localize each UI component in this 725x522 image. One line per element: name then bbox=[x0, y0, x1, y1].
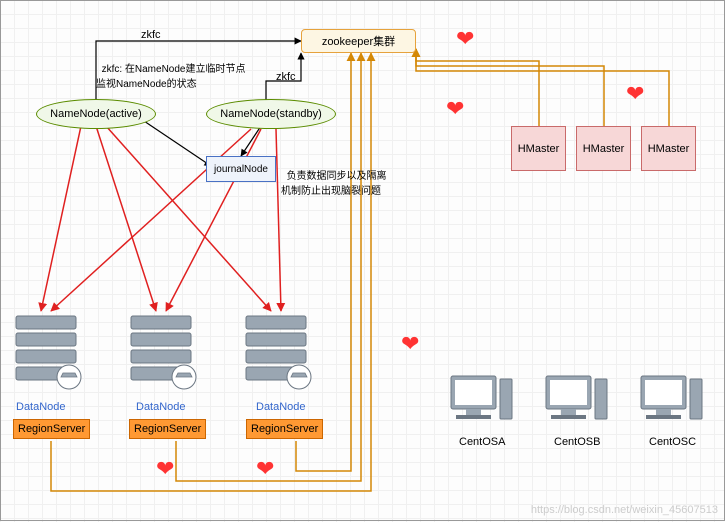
namenode-standby: NameNode(standby) bbox=[206, 99, 336, 129]
server-icon bbox=[126, 311, 206, 396]
centos-b-label: CentOSB bbox=[554, 436, 600, 448]
heart-icon: ❤ bbox=[256, 456, 274, 482]
watermark-text: https://blog.csdn.net/weixin_45607513 bbox=[531, 504, 718, 516]
hmaster-2: HMaster bbox=[576, 126, 631, 171]
regionserver-3: RegionServer bbox=[246, 419, 323, 439]
datanode-label: DataNode bbox=[256, 401, 306, 413]
server-icon bbox=[11, 311, 91, 396]
journal-node: journalNode bbox=[206, 156, 276, 182]
centos-c-label: CentOSC bbox=[649, 436, 696, 448]
zkfc-label-1: zkfc bbox=[141, 29, 161, 41]
namenode-active: NameNode(active) bbox=[36, 99, 156, 129]
pc-icon bbox=[541, 371, 611, 436]
server-icon bbox=[241, 311, 321, 396]
datanode-label: DataNode bbox=[16, 401, 66, 413]
hmaster-1: HMaster bbox=[511, 126, 566, 171]
regionserver-2: RegionServer bbox=[129, 419, 206, 439]
centos-a-label: CentOSA bbox=[459, 436, 505, 448]
heart-icon: ❤ bbox=[446, 96, 464, 122]
pc-icon bbox=[636, 371, 706, 436]
journal-label: journalNode bbox=[214, 164, 268, 175]
zkfc-desc: zkfc: 在NameNode建立临时节点 监视NameNode的状态 bbox=[96, 49, 245, 90]
heart-icon: ❤ bbox=[401, 331, 419, 357]
heart-icon: ❤ bbox=[156, 456, 174, 482]
namenode-standby-label: NameNode(standby) bbox=[220, 108, 322, 120]
pc-icon bbox=[446, 371, 516, 436]
zkfc-label-2: zkfc bbox=[276, 71, 296, 83]
journal-desc: 负责数据同步以及隔离 机制防止出现脑裂问题 bbox=[281, 156, 387, 197]
zookeeper-label: zookeeper集群 bbox=[322, 33, 395, 49]
hmaster-3: HMaster bbox=[641, 126, 696, 171]
heart-icon: ❤ bbox=[456, 26, 474, 52]
datanode-label: DataNode bbox=[136, 401, 186, 413]
zookeeper-cluster: zookeeper集群 bbox=[301, 29, 416, 53]
namenode-active-label: NameNode(active) bbox=[50, 108, 142, 120]
regionserver-1: RegionServer bbox=[13, 419, 90, 439]
heart-icon: ❤ bbox=[626, 81, 644, 107]
